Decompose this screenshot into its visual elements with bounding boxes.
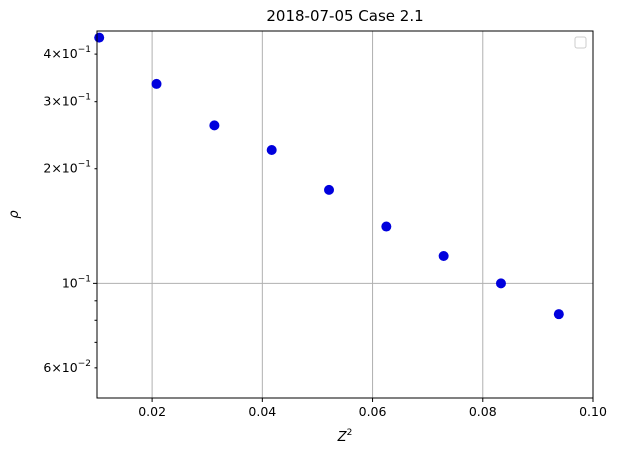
y-tick-label: 4×10−1	[43, 45, 91, 61]
y-tick-label: 2×10−1	[43, 160, 91, 176]
x-axis-label-base: Z	[337, 430, 348, 445]
y-axis-label: ρ	[7, 210, 22, 219]
x-axis-label: Z2	[337, 428, 353, 445]
y-axis-ticks: 10−1 6×10−2 2×10−1 3×10−1 4×10−1	[43, 45, 97, 375]
x-tick-label: 0.02	[138, 404, 166, 419]
x-axis-label-exponent: 2	[347, 428, 353, 438]
data-point	[94, 32, 105, 43]
data-point	[209, 120, 220, 131]
data-point	[438, 250, 449, 261]
data-point	[151, 78, 162, 89]
data-points	[94, 32, 564, 320]
legend-box	[574, 36, 587, 49]
x-tick-label: 0.06	[359, 404, 387, 419]
y-tick-label: 3×10−1	[43, 93, 91, 109]
plot-frame	[96, 30, 594, 399]
y-tick-label: 10−1	[62, 274, 91, 290]
data-point	[553, 309, 564, 320]
data-point	[324, 184, 335, 195]
chart-title: 2018-07-05 Case 2.1	[266, 7, 423, 25]
data-point	[495, 278, 506, 289]
grid	[97, 31, 593, 398]
x-tick-label: 0.08	[469, 404, 497, 419]
x-tick-label: 0.10	[579, 404, 607, 419]
data-point	[266, 145, 277, 156]
y-tick-label: 6×10−2	[43, 359, 91, 375]
x-tick-label: 0.04	[248, 404, 276, 419]
x-axis-ticks: 0.02 0.04 0.06 0.08 0.10	[138, 398, 607, 419]
data-point	[381, 221, 392, 232]
